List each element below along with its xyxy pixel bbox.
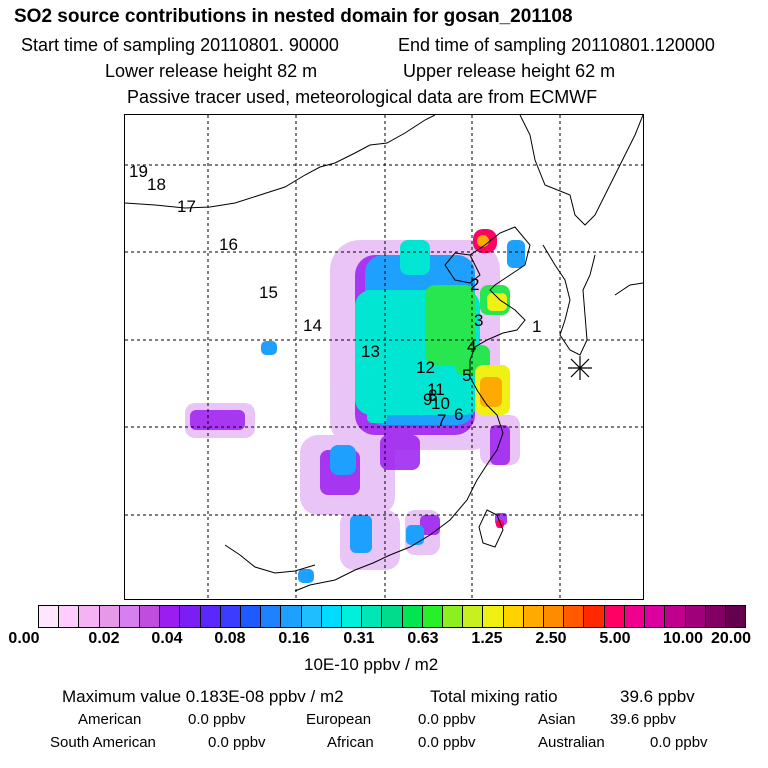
african-label: African bbox=[327, 734, 374, 751]
australian-label: Australian bbox=[538, 734, 605, 751]
scale-swatch bbox=[401, 606, 422, 627]
scale-unit: 10E-10 ppbv / m2 bbox=[304, 655, 439, 674]
scale-swatch bbox=[361, 606, 382, 627]
scale-swatch bbox=[98, 606, 119, 627]
scale-tick: 0.02 bbox=[88, 630, 120, 647]
asian-label: Asian bbox=[538, 711, 576, 728]
graticule bbox=[125, 115, 643, 599]
region-label: 3 bbox=[474, 311, 484, 330]
map-panel: 19 18 17 16 15 14 13 12 11 9 10 8 7 6 5 … bbox=[124, 114, 644, 600]
upper-height-text: Upper release height 62 m bbox=[403, 61, 616, 81]
scale-tick: 20.00 bbox=[710, 630, 752, 647]
region-label: 8 bbox=[428, 386, 438, 405]
scale-swatch bbox=[118, 606, 140, 627]
scale-swatch bbox=[623, 606, 645, 627]
coastlines bbox=[125, 115, 643, 592]
region-label: 9 bbox=[423, 390, 433, 409]
scale-swatch bbox=[240, 606, 261, 627]
total-mixing-value: 39.6 ppbv bbox=[620, 687, 695, 706]
scale-swatch bbox=[502, 606, 523, 627]
scale-swatch bbox=[543, 606, 564, 627]
asian-value: 39.6 ppbv bbox=[610, 711, 676, 728]
european-label: European bbox=[306, 711, 372, 728]
scale-swatch bbox=[39, 606, 59, 627]
scale-swatch bbox=[159, 606, 180, 627]
region-label: 6 bbox=[454, 405, 464, 424]
scale-tick: 0.16 bbox=[278, 630, 310, 647]
region-label: 13 bbox=[361, 342, 380, 361]
receptor-marker bbox=[568, 356, 592, 380]
scale-tick: 0.08 bbox=[214, 630, 246, 647]
region-label: 15 bbox=[259, 283, 278, 302]
scale-swatch bbox=[260, 606, 281, 627]
south-american-label: South American bbox=[50, 734, 156, 751]
scale-swatch bbox=[522, 606, 544, 627]
scale-tick: 10.00 bbox=[662, 630, 704, 647]
hotspot-core bbox=[477, 235, 489, 247]
start-time-text: Start time of sampling 20110801. 90000 bbox=[21, 35, 339, 55]
region-label: 5 bbox=[462, 366, 472, 385]
end-time-text: End time of sampling 20110801.120000 bbox=[398, 35, 715, 55]
region-label: 16 bbox=[219, 235, 238, 254]
region-label: 2 bbox=[470, 275, 480, 294]
note-text: Passive tracer used, meteorological data… bbox=[127, 87, 598, 107]
south-american-value: 0.0 ppbv bbox=[208, 734, 266, 751]
scale-swatch bbox=[58, 606, 79, 627]
scale-swatch bbox=[139, 606, 160, 627]
american-label: American bbox=[78, 711, 142, 728]
scale-swatch bbox=[300, 606, 321, 627]
scale-tick: 0.63 bbox=[407, 630, 439, 647]
scale-tick: 0.31 bbox=[343, 630, 375, 647]
scale-tick: 0.00 bbox=[8, 630, 40, 647]
region-label: 14 bbox=[303, 316, 322, 335]
region-label: 11 bbox=[427, 380, 445, 399]
scale-swatch bbox=[724, 606, 746, 627]
region-label: 12 bbox=[416, 358, 435, 377]
region-label: 7 bbox=[437, 411, 447, 430]
scale-swatch bbox=[644, 606, 665, 627]
scale-swatch bbox=[704, 606, 725, 627]
european-value: 0.0 ppbv bbox=[418, 711, 476, 728]
scale-swatch bbox=[664, 606, 685, 627]
lower-height-text: Lower release height 82 m bbox=[105, 61, 318, 81]
plume-orange bbox=[480, 377, 502, 407]
region-label: 1 bbox=[532, 317, 542, 336]
scale-swatch bbox=[341, 606, 362, 627]
american-value: 0.0 ppbv bbox=[188, 711, 246, 728]
scale-swatch bbox=[482, 606, 503, 627]
page-title: SO2 source contributions in nested domai… bbox=[14, 6, 573, 27]
region-label: 19 bbox=[129, 162, 148, 181]
scale-swatch bbox=[421, 606, 443, 627]
total-mixing-label: Total mixing ratio bbox=[430, 687, 558, 706]
scale-swatch bbox=[442, 606, 463, 627]
african-value: 0.0 ppbv bbox=[418, 734, 476, 751]
map-canvas bbox=[125, 115, 643, 599]
scale-tick: 2.50 bbox=[535, 630, 567, 647]
australian-value: 0.0 ppbv bbox=[650, 734, 708, 751]
scale-swatch bbox=[320, 606, 342, 627]
scale-swatch bbox=[583, 606, 604, 627]
scale-swatch bbox=[199, 606, 220, 627]
scale-swatch bbox=[219, 606, 241, 627]
region-label: 4 bbox=[467, 337, 477, 356]
scale-tick: 1.25 bbox=[471, 630, 503, 647]
scale-tick: 5.00 bbox=[599, 630, 631, 647]
scale-swatch bbox=[179, 606, 200, 627]
scale-swatch bbox=[78, 606, 99, 627]
plume-green bbox=[425, 285, 510, 375]
scale-swatch bbox=[684, 606, 705, 627]
color-scale-bar bbox=[38, 605, 746, 628]
scale-tick: 0.04 bbox=[151, 630, 183, 647]
max-value-text: Maximum value 0.183E-08 ppbv / m2 bbox=[62, 687, 344, 706]
region-label: 10 bbox=[431, 394, 450, 413]
scale-swatch bbox=[462, 606, 483, 627]
scale-swatch bbox=[563, 606, 584, 627]
scale-swatch bbox=[603, 606, 624, 627]
scale-swatch bbox=[381, 606, 402, 627]
region-label: 17 bbox=[177, 197, 196, 216]
region-label: 18 bbox=[147, 175, 166, 194]
scale-swatch bbox=[280, 606, 301, 627]
